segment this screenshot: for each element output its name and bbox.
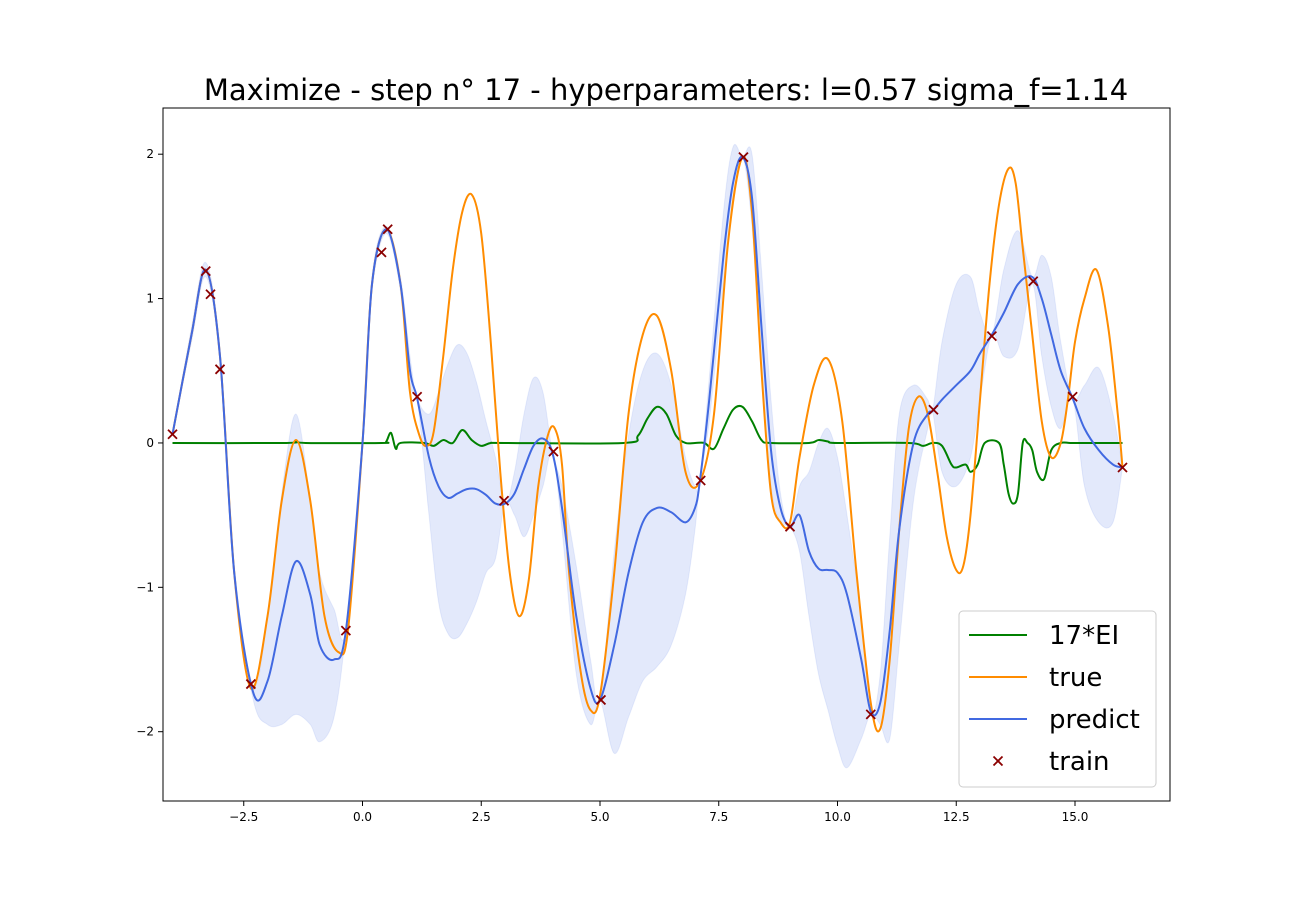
train-point — [205, 289, 216, 300]
legend-items: 17*EI true predict train — [969, 621, 1140, 777]
train-point — [1067, 391, 1078, 402]
x-tick-label: 7.5 — [709, 810, 728, 824]
y-tick-label: 0 — [146, 436, 154, 450]
train-point — [595, 694, 607, 706]
y-tick-label: −2 — [136, 725, 154, 739]
train-point — [376, 247, 387, 258]
x-tick-label: 0.0 — [353, 810, 372, 824]
legend-item: train — [992, 747, 1110, 777]
y-tick-label: 2 — [146, 147, 154, 161]
train-point — [1028, 276, 1039, 287]
train-markers — [167, 151, 1128, 720]
confidence-band — [172, 144, 1124, 769]
axes-frame — [162, 107, 1171, 802]
legend-swatch — [992, 755, 1004, 767]
train-point — [1117, 462, 1128, 473]
chart-title: Maximize - step n° 17 - hyperparameters:… — [204, 73, 1128, 107]
train-point — [865, 709, 876, 720]
train-point — [498, 495, 510, 506]
x-tick-label: 15.0 — [1062, 810, 1089, 824]
legend-frame — [958, 610, 1157, 788]
legend-label: train — [1049, 747, 1110, 777]
legend: 17*EI true predict train — [958, 610, 1157, 788]
train-point — [695, 475, 706, 486]
x-tick-label: 10.0 — [824, 810, 851, 824]
series-line-predict — [171, 155, 1123, 717]
y-tick-label: −1 — [136, 580, 154, 594]
train-point — [548, 446, 559, 457]
x-tick-label: −2.5 — [229, 810, 258, 824]
train-point — [738, 151, 749, 163]
x-tick-label: 2.5 — [472, 810, 491, 824]
train-point — [214, 364, 226, 375]
train-point — [411, 391, 423, 402]
y-axis-ticks: −2 −1 0 1 2 — [136, 147, 163, 739]
x-tick-label: 12.5 — [943, 810, 970, 824]
legend-item: predict — [969, 705, 1140, 735]
x-tick-label: 5.0 — [590, 810, 609, 824]
legend-label: true — [1049, 663, 1102, 693]
train-point — [245, 678, 257, 690]
train-point — [784, 521, 796, 532]
train-point — [986, 330, 998, 342]
legend-item: true — [969, 663, 1102, 693]
x-axis-ticks: −2.5 0.0 2.5 5.0 7.5 10.0 12.5 15.0 — [229, 801, 1088, 824]
train-point — [200, 266, 211, 277]
train-point — [928, 404, 939, 415]
train-point — [167, 429, 178, 440]
train-point — [340, 625, 352, 636]
series-layer — [171, 155, 1124, 733]
y-tick-label: 1 — [146, 292, 154, 306]
plot-area — [167, 144, 1128, 769]
legend-label: 17*EI — [1049, 621, 1119, 651]
legend-label: predict — [1049, 705, 1140, 735]
train-point — [382, 224, 393, 235]
legend-item: 17*EI — [969, 621, 1119, 651]
series-line-ei — [172, 404, 1123, 505]
